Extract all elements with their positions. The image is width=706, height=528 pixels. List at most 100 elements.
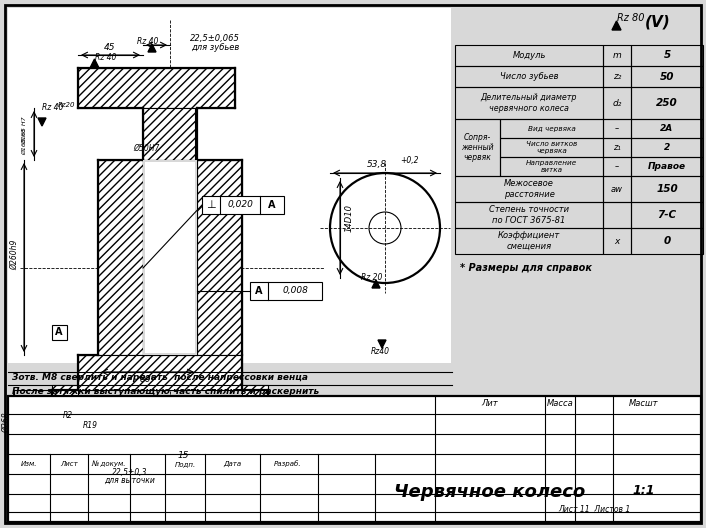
- Polygon shape: [52, 410, 268, 450]
- Text: Число витков
червяка: Число витков червяка: [526, 141, 577, 154]
- Bar: [455, 66, 603, 87]
- Polygon shape: [90, 59, 99, 68]
- Bar: [631, 228, 703, 254]
- Text: 1:1: 1:1: [633, 484, 655, 496]
- Text: 22,5±0,065: 22,5±0,065: [190, 33, 240, 42]
- Polygon shape: [78, 355, 242, 390]
- Text: 0,020: 0,020: [227, 201, 253, 210]
- Text: 150: 150: [656, 184, 678, 194]
- Text: Rz 40: Rz 40: [42, 103, 64, 112]
- Bar: [52, 325, 67, 340]
- Text: Rz40: Rz40: [371, 347, 390, 356]
- Text: aᴡ: aᴡ: [611, 184, 623, 193]
- Bar: [250, 282, 322, 300]
- Text: 45: 45: [104, 43, 116, 52]
- Text: 5: 5: [664, 51, 671, 61]
- Bar: [631, 119, 703, 138]
- Bar: [500, 138, 603, 157]
- Text: Коэффициент
смещения: Коэффициент смещения: [498, 231, 560, 251]
- Text: Ø165 h6: Ø165 h6: [23, 128, 28, 155]
- Polygon shape: [38, 118, 46, 126]
- Text: Rz 80: Rz 80: [617, 13, 645, 23]
- Bar: [500, 157, 603, 176]
- Bar: [603, 228, 631, 254]
- Text: 0,008: 0,008: [282, 287, 308, 296]
- Text: Изм.: Изм.: [20, 461, 37, 467]
- Text: 7-С: 7-С: [657, 210, 676, 220]
- Text: z₂: z₂: [613, 72, 621, 81]
- Text: А: А: [256, 286, 263, 296]
- Text: для выточки: для выточки: [104, 476, 155, 485]
- Bar: [455, 119, 500, 176]
- Text: z₁: z₁: [613, 143, 621, 152]
- Text: Rz 40: Rz 40: [137, 37, 159, 46]
- Text: Правое: Правое: [648, 162, 686, 171]
- Text: для зубьев: для зубьев: [191, 43, 239, 52]
- Text: m: m: [613, 51, 621, 60]
- Text: –: –: [615, 162, 619, 171]
- Text: 22,5±0,3: 22,5±0,3: [112, 467, 148, 476]
- Bar: [143, 160, 197, 355]
- Text: № докум.: № докум.: [92, 461, 126, 467]
- Text: Rz20: Rz20: [57, 102, 75, 108]
- Bar: [500, 119, 603, 138]
- Bar: [603, 202, 631, 228]
- Text: Разраб.: Разраб.: [274, 460, 301, 467]
- Text: (V): (V): [645, 14, 671, 30]
- Text: Ø260h9: Ø260h9: [11, 240, 20, 270]
- Text: Модуль: Модуль: [513, 51, 546, 60]
- Bar: [325, 158, 450, 308]
- Text: d₂: d₂: [612, 99, 622, 108]
- Text: Вид червяка: Вид червяка: [527, 126, 575, 131]
- Bar: [603, 157, 631, 176]
- Text: Масшт: Масшт: [629, 400, 659, 409]
- Text: Ø268: Ø268: [3, 413, 11, 433]
- Text: A: A: [268, 200, 276, 210]
- Bar: [631, 138, 703, 157]
- Polygon shape: [98, 160, 143, 355]
- Text: R19: R19: [83, 420, 97, 429]
- Polygon shape: [372, 280, 380, 288]
- Text: 2: 2: [664, 143, 670, 152]
- Text: Лист: Лист: [60, 461, 78, 467]
- Bar: [455, 202, 603, 228]
- Polygon shape: [612, 21, 621, 30]
- Text: R2: R2: [63, 410, 73, 420]
- Text: 53,8: 53,8: [367, 161, 387, 169]
- Text: +0,2: +0,2: [400, 156, 419, 165]
- Text: 0: 0: [664, 236, 671, 246]
- Text: Степень точности
по ГОСТ 3675-81: Степень точности по ГОСТ 3675-81: [489, 205, 569, 225]
- Text: –: –: [615, 124, 619, 133]
- Text: Направление
витка: Направление витка: [526, 160, 577, 173]
- Text: Ø50H7: Ø50H7: [133, 144, 160, 153]
- Bar: [603, 138, 631, 157]
- Text: 250: 250: [656, 98, 678, 108]
- Bar: [603, 87, 631, 119]
- Bar: [631, 202, 703, 228]
- Bar: [631, 45, 703, 66]
- Polygon shape: [242, 385, 268, 435]
- Bar: [631, 176, 703, 202]
- Text: 14D10: 14D10: [345, 204, 354, 232]
- Bar: [8, 8, 451, 363]
- Bar: [603, 176, 631, 202]
- Text: 80*: 80*: [140, 375, 156, 384]
- Bar: [631, 157, 703, 176]
- Bar: [455, 228, 603, 254]
- Text: Лит: Лит: [481, 400, 498, 409]
- Text: 15: 15: [177, 450, 189, 459]
- Bar: [603, 66, 631, 87]
- Polygon shape: [143, 108, 195, 160]
- Bar: [455, 176, 603, 202]
- Text: Подп.: Подп.: [174, 461, 196, 467]
- Text: 50: 50: [659, 71, 674, 81]
- Bar: [631, 66, 703, 87]
- Bar: [8, 396, 701, 522]
- Text: Зотв. М8 сверлить и нарезать  после напрессовки венца: Зотв. М8 сверлить и нарезать после напре…: [12, 373, 308, 382]
- Text: Ø165 H7: Ø165 H7: [23, 116, 28, 144]
- Polygon shape: [378, 340, 386, 348]
- Text: Масса: Масса: [546, 400, 573, 409]
- Polygon shape: [197, 160, 242, 355]
- Text: Делительный диаметр
червячного колеса: Делительный диаметр червячного колеса: [481, 93, 578, 112]
- Bar: [603, 119, 631, 138]
